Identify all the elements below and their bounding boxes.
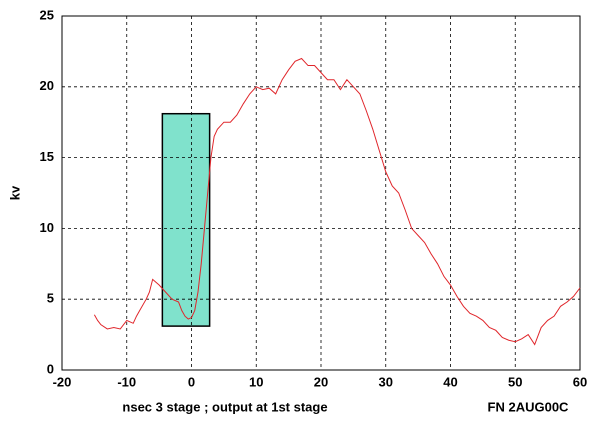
x-tick-label: 60 <box>573 374 587 389</box>
x-tick-label: 10 <box>249 374 263 389</box>
annotation: FN 2AUG00C <box>488 399 570 414</box>
y-tick-label: 25 <box>40 7 54 22</box>
y-axis-label: kv <box>7 185 22 200</box>
x-tick-label: -10 <box>117 374 136 389</box>
y-tick-label: 10 <box>40 220 54 235</box>
x-tick-label: 50 <box>508 374 522 389</box>
y-tick-label: 15 <box>40 149 54 164</box>
x-tick-label: 40 <box>443 374 457 389</box>
y-tick-label: 0 <box>47 361 54 376</box>
x-tick-label: -20 <box>53 374 72 389</box>
x-tick-label: 30 <box>379 374 393 389</box>
x-tick-label: 20 <box>314 374 328 389</box>
data-line <box>93 57 581 346</box>
y-tick-label: 20 <box>40 78 54 93</box>
x-tick-label: 0 <box>188 374 195 389</box>
highlight-box <box>161 112 211 327</box>
x-axis-label: nsec 3 stage ; output at 1st stage <box>122 399 327 414</box>
y-tick-label: 5 <box>47 291 54 306</box>
plot-frame <box>61 15 581 371</box>
